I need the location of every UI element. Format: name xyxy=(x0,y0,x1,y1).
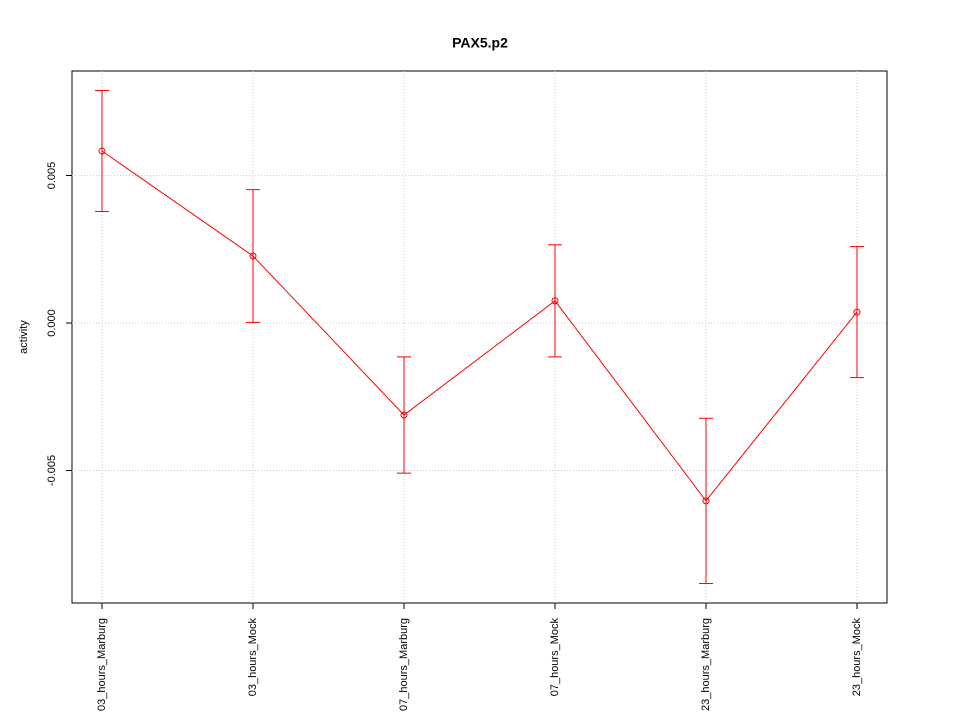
chart-title: PAX5.p2 xyxy=(452,35,508,51)
error-bar xyxy=(548,244,562,358)
x-tick-label: 07_hours_Mock xyxy=(549,618,561,697)
point xyxy=(249,252,257,260)
y-axis-label: activity xyxy=(18,320,30,354)
point xyxy=(98,147,106,155)
x-tick-label: 03_hours_Marburg xyxy=(96,618,108,711)
point xyxy=(853,308,861,316)
y-tick-label: -0.005 xyxy=(46,455,58,486)
x-tick-label: 03_hours_Mock xyxy=(247,618,259,697)
point xyxy=(551,297,559,305)
error-bar xyxy=(246,189,260,323)
error-bar xyxy=(95,90,109,212)
x-tick-label: 23_hours_Marburg xyxy=(700,618,712,711)
point xyxy=(702,497,710,505)
plot-frame xyxy=(71,70,888,604)
line xyxy=(101,150,858,502)
y-tick-label: 0.000 xyxy=(46,309,58,337)
error-bar xyxy=(850,246,864,379)
error-bar xyxy=(699,417,713,584)
point xyxy=(400,411,408,419)
x-tick-label: 23_hours_Mock xyxy=(851,618,863,697)
x-tick-label: 07_hours_Marburg xyxy=(398,618,410,711)
error-bar xyxy=(397,356,411,474)
y-tick-label: 0.005 xyxy=(46,162,58,190)
